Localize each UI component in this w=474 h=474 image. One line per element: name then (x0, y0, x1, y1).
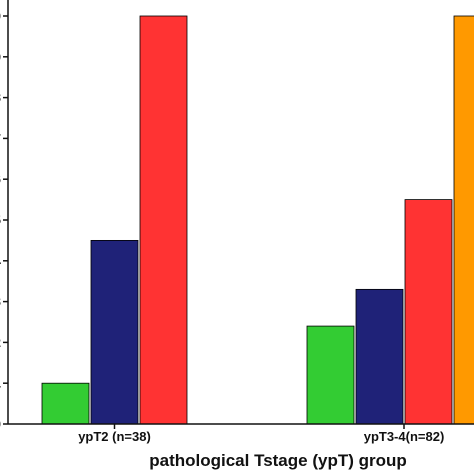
bar-1-1 (41, 382, 90, 425)
y-tick-label: 8 (0, 90, 1, 105)
bar-1-3 (139, 15, 188, 425)
y-tick-label: 7 (0, 131, 1, 146)
y-tick-label: 2 (0, 335, 1, 350)
x-axis: ypT2 (n=38) ypT3-4(n=82) (8, 423, 474, 444)
x-tick-label: ypT3-4(n=82) (364, 429, 445, 444)
y-axis: 0 1 2 3 4 5 6 7 8 9 10 (0, 0, 9, 432)
bars (41, 15, 474, 425)
y-tick-label: 5 (0, 213, 1, 228)
x-tick-label: ypT2 (n=38) (78, 429, 151, 444)
y-tick-label: 10 (0, 9, 1, 24)
y-tick-label: 3 (0, 294, 1, 309)
y-tick-label: 4 (0, 253, 2, 268)
bar-2-1 (306, 325, 355, 425)
y-tick-label: 1 (0, 376, 1, 391)
bar-2-4 (453, 15, 474, 425)
y-tick-label: 6 (0, 172, 1, 187)
y-tick-label: 9 (0, 49, 1, 64)
bar-1-2 (90, 239, 139, 425)
bar-2-2 (355, 288, 404, 425)
x-axis-label: pathological Tstage (ypT) group (149, 451, 407, 470)
bar-2-3 (404, 199, 453, 425)
y-tick-label: 0 (0, 417, 1, 432)
